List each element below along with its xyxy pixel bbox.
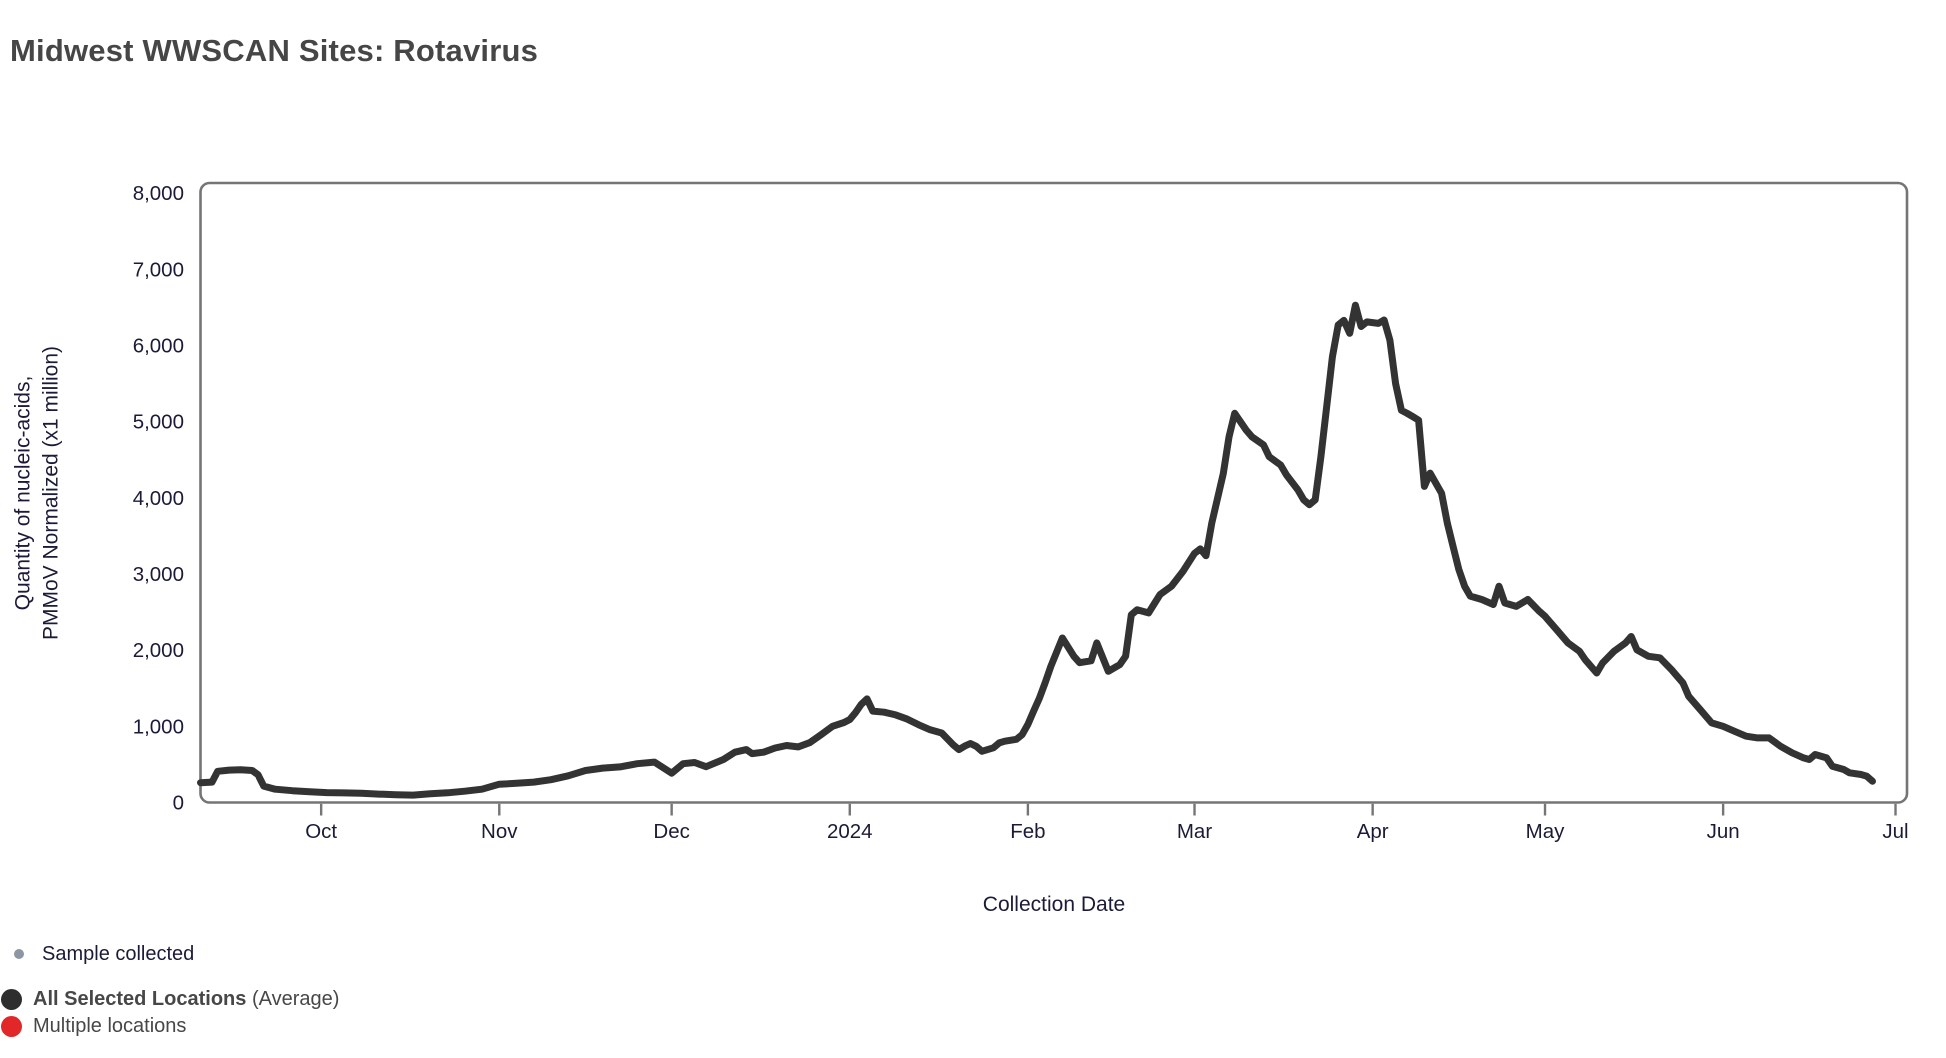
x-tick-label: Jul (1882, 820, 1908, 843)
y-tick-label: 1,000 (133, 715, 184, 738)
multiple-locations-dot-icon (1, 1015, 22, 1037)
x-tick-label: Mar (1177, 820, 1212, 843)
y-tick-label: 8,000 (133, 182, 184, 205)
x-tick-label: Apr (1357, 820, 1389, 843)
x-tick-label: 2024 (827, 820, 873, 843)
legend-item-sample-collected: Sample collected (14, 941, 194, 967)
page-title: Midwest WWSCAN Sites: Rotavirus (10, 33, 539, 68)
legend-item-all-selected-locations: All Selected Locations (Average) (1, 986, 339, 1012)
y-tick-label: 5,000 (133, 411, 184, 434)
legend-label: Sample collected (42, 942, 195, 965)
series-line-average (197, 301, 1876, 799)
legend-label: Multiple locations (33, 1014, 187, 1037)
y-tick-label: 0 (173, 792, 184, 815)
all-locations-dot-icon (1, 988, 22, 1010)
y-tick-label: 7,000 (133, 258, 184, 281)
plot-area[interactable] (201, 183, 1908, 803)
y-tick-label: 6,000 (133, 335, 184, 358)
plot-border (199, 181, 1909, 804)
legend-label: All Selected Locations (33, 987, 247, 1010)
y-axis-title-line1: Quantity of nucleic-acids, (11, 375, 35, 611)
y-axis-title: Quantity of nucleic-acids, PMMoV Normali… (10, 346, 67, 640)
x-axis-title: Collection Date (982, 893, 1126, 916)
y-tick-label: 4,000 (133, 487, 184, 510)
x-tick-label: Feb (1010, 820, 1045, 843)
y-axis-title-line2: PMMoV Normalized (x1 million) (40, 345, 63, 641)
x-tick-label: May (1526, 820, 1565, 843)
sample-collected-dot-icon (14, 949, 24, 959)
legend-label-suffix: (Average) (246, 987, 340, 1010)
y-tick-label: 2,000 (133, 639, 184, 662)
x-tick-label: Oct (305, 820, 337, 843)
x-tick-label: Jun (1707, 820, 1740, 843)
x-tick-label: Dec (653, 820, 689, 843)
legend-item-multiple-locations: Multiple locations (1, 1013, 186, 1039)
y-tick-label: 3,000 (133, 563, 184, 586)
x-tick-label: Nov (481, 820, 518, 843)
